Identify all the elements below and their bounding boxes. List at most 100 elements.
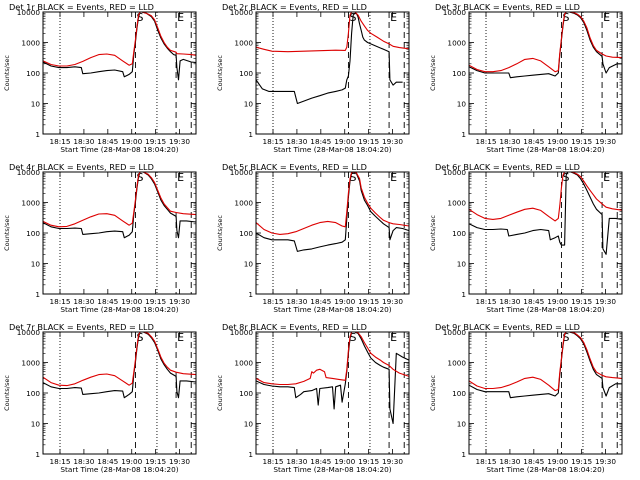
marker-label-e: E [177, 171, 184, 184]
series-lld-line [42, 11, 197, 67]
x-tick-label: 19:15 [571, 457, 592, 466]
marker-label-s: S [349, 331, 356, 344]
marker-label-e: E [390, 171, 397, 184]
y-tick-label: 100 [239, 69, 253, 78]
x-tick-label: 19:30 [382, 297, 403, 306]
panel-det-2: Det 2r BLACK = Events, RED = LLD Counts/s… [216, 2, 410, 154]
x-tick-label: 19:00 [334, 137, 355, 146]
x-tick-label: 19:30 [169, 457, 190, 466]
x-tick-label: 19:00 [121, 137, 142, 146]
x-tick-label: 18:45 [310, 457, 331, 466]
y-tick-label: 1000 [21, 359, 40, 368]
x-tick-label: 19:15 [145, 137, 166, 146]
marker-label-e: E [390, 331, 397, 344]
x-tick-label: 18:15 [49, 137, 70, 146]
x-tick-label: 18:45 [97, 137, 118, 146]
panel-title: Det 5r BLACK = Events, RED = LLD [222, 162, 367, 172]
x-axis-label: Start Time (28-Mar-08 18:04:20) [60, 305, 178, 314]
y-axis-label: Counts/sec [3, 55, 11, 91]
x-tick-label: 18:30 [73, 297, 94, 306]
x-tick-label: 19:00 [121, 297, 142, 306]
y-tick-label: 10 [244, 420, 254, 429]
y-tick-label: 100 [26, 69, 40, 78]
x-tick-label: 19:15 [145, 457, 166, 466]
x-tick-label: 19:00 [547, 137, 568, 146]
x-tick-label: 18:45 [310, 137, 331, 146]
x-tick-label: 18:45 [97, 457, 118, 466]
y-tick-label: 10000 [17, 8, 41, 17]
marker-label-s: S [136, 331, 143, 344]
series-lld-line [42, 171, 197, 228]
y-axis-label: Counts/sec [216, 55, 224, 91]
x-tick-label: 19:30 [595, 457, 616, 466]
y-tick-label: 10000 [230, 328, 254, 337]
marker-label-s: S [136, 171, 143, 184]
x-tick-label: 19:15 [571, 137, 592, 146]
y-tick-label: 10 [244, 100, 254, 109]
x-tick-label: 19:00 [334, 457, 355, 466]
y-tick-label: 10000 [17, 328, 41, 337]
x-tick-label: 18:45 [97, 297, 118, 306]
y-tick-label: 100 [239, 389, 253, 398]
x-tick-label: 19:15 [358, 137, 379, 146]
x-axis-label: Start Time (28-Mar-08 18:04:20) [486, 305, 604, 314]
x-tick-label: 19:00 [547, 297, 568, 306]
y-tick-label: 1000 [447, 199, 466, 208]
series-lld-line [468, 11, 623, 73]
x-tick-label: 18:15 [475, 457, 496, 466]
x-axis-label: Start Time (28-Mar-08 18:04:20) [486, 145, 604, 154]
x-tick-label: 19:15 [358, 297, 379, 306]
marker-label-s: S [562, 11, 569, 24]
series-lld-line [255, 331, 410, 386]
y-tick-label: 10 [457, 420, 467, 429]
panel-title: Det 1r BLACK = Events, RED = LLD [9, 2, 154, 12]
x-tick-label: 18:15 [49, 457, 70, 466]
panel-title: Det 3r BLACK = Events, RED = LLD [435, 2, 580, 12]
marker-label-e: E [390, 11, 397, 24]
y-tick-label: 10000 [443, 168, 467, 177]
panel-title: Det 7r BLACK = Events, RED = LLD [9, 322, 154, 332]
series-lld-line [42, 331, 197, 387]
panel-det-6: Det 6r BLACK = Events, RED = LLD Counts/s… [429, 162, 623, 314]
x-tick-label: 18:30 [286, 137, 307, 146]
y-tick-label: 1000 [447, 359, 466, 368]
y-tick-label: 1000 [447, 39, 466, 48]
panel-det-7: Det 7r BLACK = Events, RED = LLD Counts/s… [3, 322, 197, 474]
panel-title: Det 2r BLACK = Events, RED = LLD [222, 2, 367, 12]
y-tick-label: 1 [35, 290, 40, 299]
x-tick-label: 18:30 [286, 457, 307, 466]
y-tick-label: 1000 [21, 39, 40, 48]
plot-frame [255, 11, 410, 135]
y-tick-label: 1000 [234, 199, 253, 208]
plot-frame [42, 171, 197, 295]
x-tick-label: 18:45 [523, 457, 544, 466]
x-axis-label: Start Time (28-Mar-08 18:04:20) [60, 465, 178, 474]
marker-label-e: E [177, 11, 184, 24]
panel-title: Det 9r BLACK = Events, RED = LLD [435, 322, 580, 332]
y-tick-label: 10000 [230, 8, 254, 17]
series-lld-line [255, 171, 410, 235]
panel-det-9: Det 9r BLACK = Events, RED = LLD Counts/s… [429, 322, 623, 474]
x-tick-label: 19:30 [382, 457, 403, 466]
y-tick-label: 10000 [230, 168, 254, 177]
y-tick-label: 10 [244, 260, 254, 269]
series-events-line [255, 12, 403, 105]
x-tick-label: 18:30 [73, 137, 94, 146]
x-tick-label: 19:30 [595, 297, 616, 306]
marker-label-e: E [177, 331, 184, 344]
y-tick-label: 10 [31, 100, 41, 109]
y-tick-label: 1 [35, 450, 40, 459]
plot-frame [255, 331, 410, 455]
y-tick-label: 1 [461, 450, 466, 459]
x-tick-label: 18:30 [499, 297, 520, 306]
marker-label-e: E [603, 11, 610, 24]
x-tick-label: 18:30 [499, 457, 520, 466]
series-lld-line [468, 331, 623, 392]
plot-frame [468, 171, 623, 295]
x-tick-label: 18:15 [475, 137, 496, 146]
y-tick-label: 100 [452, 229, 466, 238]
plot-frame [255, 171, 410, 295]
x-tick-label: 19:30 [169, 297, 190, 306]
